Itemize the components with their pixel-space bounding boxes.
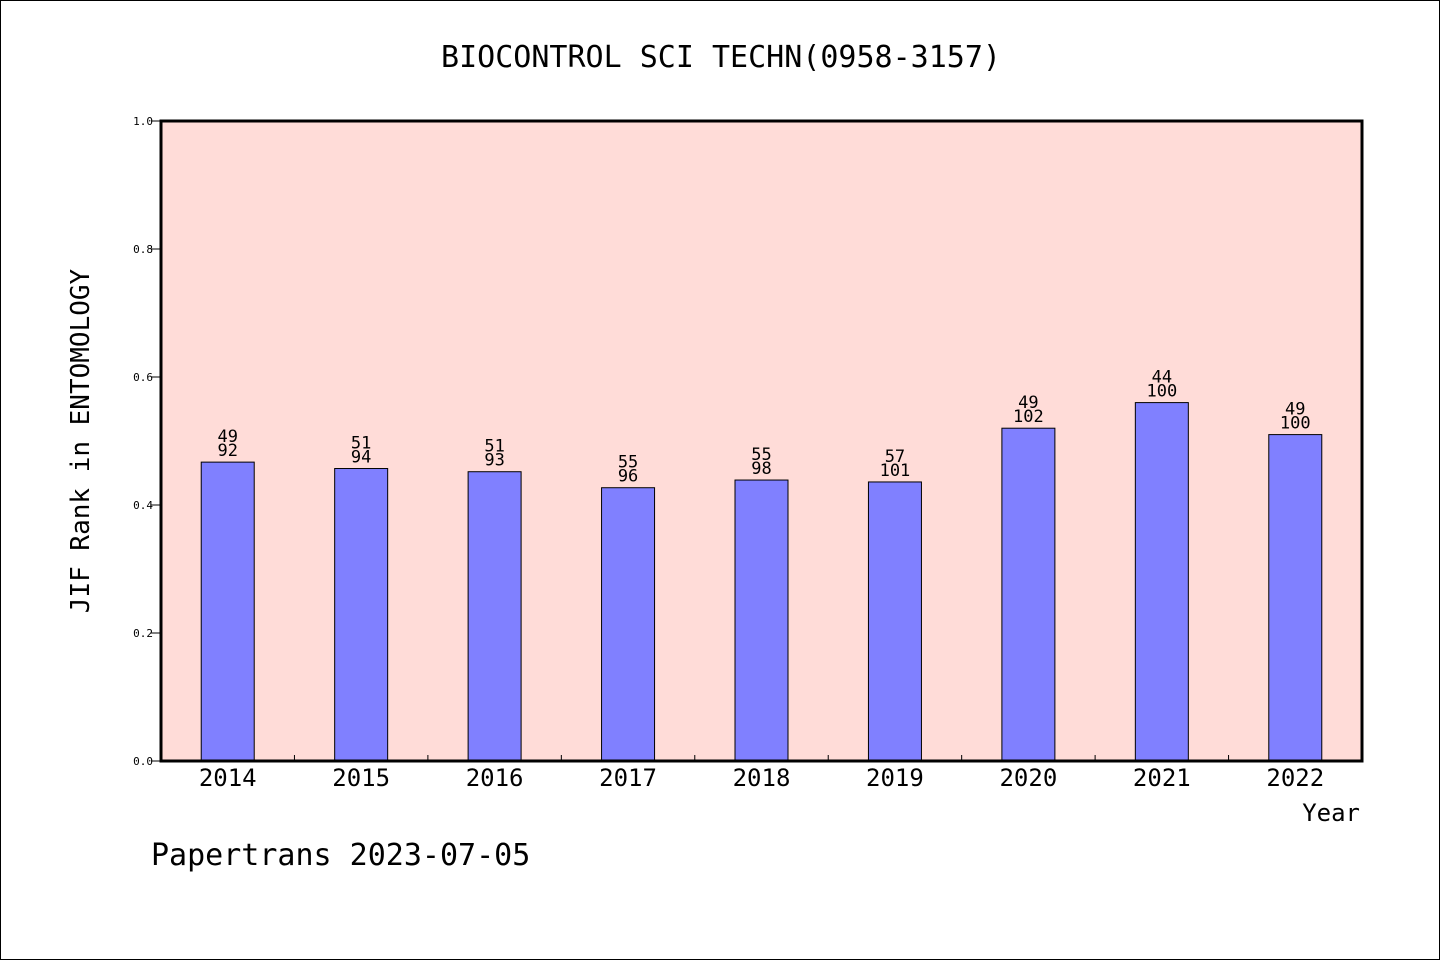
footer-credit: Papertrans 2023-07-05 [151,838,530,873]
plot-area [159,119,1364,763]
y-axis-label: JIF Rank in ENTOMOLOGY [66,268,96,613]
x-tick-label: 2017 [599,764,657,792]
y-tick-label: 0.4 [133,499,153,512]
x-tick-label: 2018 [733,764,791,792]
bar-label-total: 100 [1280,414,1311,434]
x-tick-label: 2014 [199,764,257,792]
bar-label-rank: 49 [1018,393,1038,413]
bar-label-rank: 57 [885,447,905,467]
chart-title: BIOCONTROL SCI TECHN(0958-3157) [441,40,1001,75]
bar-label-total: 93 [484,451,504,471]
y-tick-label: 0.0 [133,755,153,768]
y-tick-label: 0.8 [133,243,153,256]
x-tick-label: 2022 [1266,764,1324,792]
x-axis-label: Year [1302,799,1360,827]
bar-label-rank: 49 [1285,400,1305,420]
x-tick-label: 2019 [866,764,924,792]
bar [1001,427,1056,762]
bar-label-rank: 49 [217,427,237,447]
x-tick-label: 2015 [332,764,390,792]
y-tick-label: 1.0 [133,115,153,128]
x-tick-label: 2016 [466,764,524,792]
bar [1268,434,1323,762]
bar [334,468,389,762]
bar [200,461,255,762]
bar [601,487,656,762]
x-tick-label: 2021 [1133,764,1191,792]
bar-label-total: 94 [351,448,371,468]
bar [734,479,789,762]
bar [867,481,922,762]
bar-label-total: 98 [751,459,771,479]
bar-label-rank: 51 [351,434,371,454]
bar-label-total: 101 [880,461,911,481]
bar-label-rank: 51 [484,437,504,457]
bar-label-total: 92 [217,441,237,461]
bar-label-rank: 44 [1152,368,1172,388]
x-tick-label: 2020 [999,764,1057,792]
bar-label-rank: 55 [618,453,638,473]
bar [1134,402,1189,762]
bar-label-rank: 55 [751,445,771,465]
bar-label-total: 102 [1013,407,1044,427]
bar-label-total: 100 [1146,382,1177,402]
bar [467,471,522,762]
y-tick-label: 0.2 [133,627,153,640]
y-tick-label: 0.6 [133,371,153,384]
y-axis: 0.0 0.2 0.4 0.6 0.8 1.0 [133,115,161,768]
bar-label-total: 96 [618,467,638,487]
x-axis: 2014 2015 2016 2017 2018 2019 2020 2021 2022 [199,755,1324,792]
